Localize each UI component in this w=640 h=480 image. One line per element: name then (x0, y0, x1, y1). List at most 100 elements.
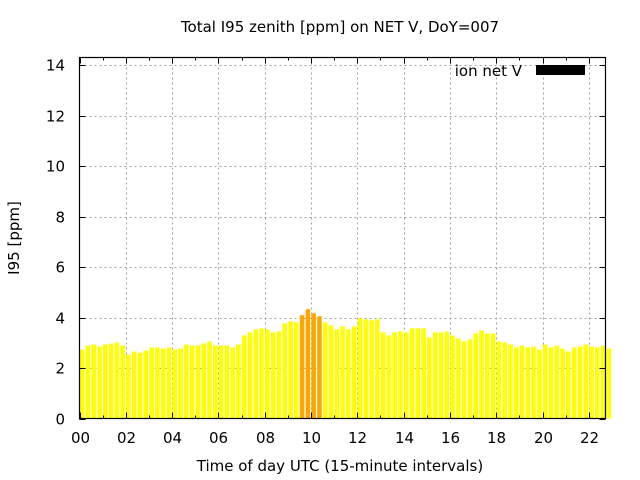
bar (600, 345, 606, 419)
bar (241, 335, 247, 419)
x-tick-label: 12 (348, 429, 367, 447)
bar (427, 337, 432, 419)
x-tick-label: 02 (117, 429, 136, 447)
bar (247, 332, 253, 419)
bar (560, 348, 565, 419)
bar (595, 347, 600, 419)
bar (114, 342, 120, 419)
bar (450, 335, 455, 419)
bar (230, 347, 235, 419)
bar (218, 345, 224, 419)
y-tick-label: 14 (46, 57, 65, 75)
bar (108, 343, 114, 419)
plot-border (78, 56, 607, 420)
bar (496, 341, 502, 419)
bar (322, 322, 328, 419)
bar (79, 349, 85, 419)
x-tick-label: 14 (395, 429, 414, 447)
bar (103, 344, 108, 419)
bar (143, 350, 149, 419)
bar (189, 345, 195, 419)
bar (571, 347, 577, 419)
x-tick-label: 16 (441, 429, 460, 447)
bar (404, 332, 409, 419)
bar (294, 322, 299, 419)
bars (79, 309, 612, 419)
bar (421, 328, 426, 419)
bar (270, 332, 276, 419)
x-tick-label: 20 (534, 429, 553, 447)
x-tick-label: 06 (209, 429, 228, 447)
bar (311, 313, 316, 419)
bar (577, 346, 583, 419)
bar (461, 341, 467, 419)
bar (328, 325, 334, 419)
bar (525, 347, 531, 419)
x-tick-label: 08 (256, 429, 275, 447)
bar (201, 343, 206, 419)
x-tick-label: 18 (487, 429, 506, 447)
bar (467, 339, 473, 419)
y-tick-label: 10 (46, 158, 65, 176)
bar (531, 346, 536, 419)
bar (548, 347, 554, 419)
bar (346, 329, 351, 419)
bar (299, 315, 305, 419)
bar (137, 352, 143, 419)
bar (438, 332, 444, 419)
bar (178, 348, 183, 419)
bar (317, 316, 322, 419)
bar (398, 331, 403, 419)
bar (363, 319, 369, 419)
bar (508, 344, 513, 419)
bar (415, 328, 421, 419)
bar (589, 346, 594, 419)
x-tick-label: 10 (302, 429, 321, 447)
bar (207, 341, 212, 419)
bar (195, 345, 201, 419)
bar (155, 347, 160, 419)
bar (340, 326, 345, 419)
bar (444, 331, 450, 419)
bar (606, 348, 612, 419)
bar (513, 347, 519, 419)
bar (149, 347, 154, 419)
bar (265, 329, 270, 419)
bar (259, 328, 264, 419)
bar (120, 345, 125, 419)
x-axis-label: Time of day UTC (15-minute intervals) (196, 457, 483, 475)
bar (131, 351, 137, 419)
bar (542, 344, 548, 419)
y-axis-label: I95 [ppm] (5, 201, 23, 275)
bar (184, 344, 189, 419)
bar (126, 354, 131, 419)
legend: ion net V (455, 62, 585, 80)
bar (392, 332, 397, 419)
bar (409, 328, 415, 419)
bar (537, 349, 542, 419)
y-tick-label: 8 (55, 209, 65, 227)
y-tick-label: 12 (46, 108, 65, 126)
x-tick-label: 22 (580, 429, 599, 447)
bar (253, 329, 259, 419)
bar (172, 349, 178, 419)
bar (566, 351, 571, 419)
bar (380, 332, 386, 419)
bar (386, 335, 392, 419)
bar (583, 344, 588, 419)
bar (288, 321, 293, 419)
bar (479, 330, 484, 419)
bar (305, 309, 311, 419)
bar (519, 345, 525, 419)
x-tick-label: 04 (163, 429, 182, 447)
bar (166, 347, 172, 419)
bar (456, 338, 461, 419)
y-tick-label: 2 (55, 360, 65, 378)
legend-label: ion net V (455, 62, 523, 80)
legend-swatch (536, 65, 585, 75)
y-tick-label: 4 (55, 310, 65, 328)
bar (282, 323, 287, 419)
y-tick-label: 0 (55, 411, 65, 429)
bar (357, 318, 363, 419)
